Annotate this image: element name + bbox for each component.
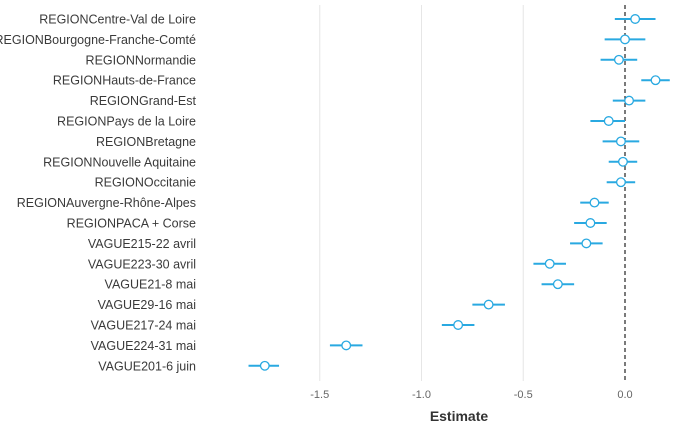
estimate-point: [581, 238, 592, 249]
estimate-mark-layer: [248, 14, 670, 371]
term-label: REGIONHauts-de-France: [53, 74, 196, 88]
x-tick-label-layer: -1.5 -1.0 -0.5 0.0: [310, 389, 632, 401]
term-label: VAGUE223-30 avril: [88, 257, 196, 271]
estimate-point: [341, 340, 352, 351]
estimate-point: [552, 279, 563, 290]
term-label: REGIONNormandie: [86, 53, 196, 67]
estimate-point: [620, 34, 630, 45]
estimate-point: [544, 258, 555, 269]
estimate-point: [453, 320, 464, 330]
term-label: REGIONBourgogne-Franche-Comté: [0, 33, 196, 47]
estimate-point: [615, 136, 626, 147]
term-label: REGIONGrand-Est: [90, 94, 197, 108]
term-label: REGIONNouvelle Aquitaine: [43, 155, 196, 169]
x-tick-label: 0.0: [617, 389, 632, 401]
estimate-point: [624, 95, 635, 106]
estimate-point: [483, 299, 494, 310]
estimate-point: [613, 54, 624, 65]
category-label-layer: REGIONCentre-Val de Loire REGIONBourgogne…: [0, 13, 197, 374]
term-label: VAGUE21-8 mai: [105, 278, 196, 292]
x-axis-title: Estimate: [430, 408, 489, 424]
term-label: REGIONPACA + Corse: [67, 217, 196, 231]
term-label: REGIONCentre-Val de Loire: [39, 13, 196, 27]
estimate-point: [630, 14, 641, 24]
term-label: VAGUE29-16 mai: [98, 298, 196, 312]
term-label: REGIONPays de la Loire: [57, 115, 196, 129]
estimate-point: [650, 75, 661, 86]
x-tick-label: -1.0: [412, 389, 431, 401]
x-tick-label: -1.5: [310, 389, 329, 401]
estimate-point: [618, 156, 628, 167]
term-label: REGIONOccitanie: [95, 176, 196, 190]
term-label: VAGUE215-22 avril: [88, 237, 196, 251]
term-label: REGIONBretagne: [96, 135, 196, 149]
estimate-point: [259, 360, 270, 371]
term-label: VAGUE217-24 mai: [91, 319, 196, 333]
x-tick-label: -0.5: [514, 389, 533, 401]
estimate-point: [585, 218, 596, 228]
estimate-point: [589, 197, 600, 208]
term-label: VAGUE224-31 mai: [91, 339, 196, 353]
estimate-point: [603, 116, 614, 126]
estimate-point: [615, 177, 626, 188]
grid-layer: [319, 5, 524, 381]
term-label: REGIONAuvergne-Rhône-Alpes: [17, 196, 196, 210]
term-label: VAGUE201-6 juin: [98, 359, 196, 373]
